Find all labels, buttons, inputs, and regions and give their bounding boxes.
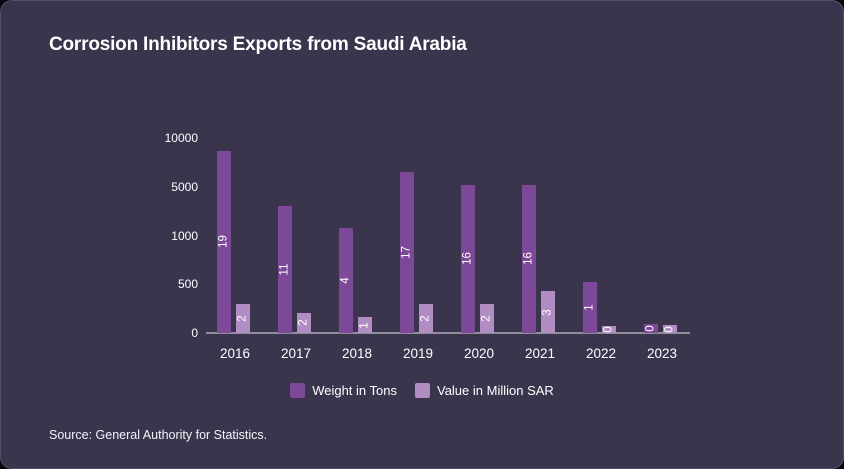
source-note: Source: General Authority for Statistics…: [49, 428, 268, 442]
value-bar-label-2018: 1: [357, 321, 370, 329]
y-tick-label-500: 500: [177, 277, 198, 292]
y-tick-label-10000: 10000: [164, 131, 198, 145]
weight-bar-2021: 16: [521, 184, 536, 333]
x-axis-line: [206, 332, 690, 334]
weight-bar-label-2017: 11: [277, 263, 290, 276]
legend-label-weight: Weight in Tons: [312, 383, 397, 398]
x-tick-label-2016: 2016: [219, 345, 251, 361]
weight-bar-2022: 1: [582, 282, 597, 333]
value-bar-2021: 3: [540, 291, 555, 333]
bar-group-2019: 17 2: [399, 123, 433, 333]
plot-area: 0 500 1000 5000 10000 2016 19 2 2017 11 2 2018 4 1 201…: [165, 123, 690, 360]
y-tick-label-5000: 5000: [171, 179, 198, 194]
value-bar-label-2017: 2: [296, 319, 309, 327]
weight-swatch-icon: [290, 383, 306, 398]
bar-group-2020: 16 2: [460, 123, 494, 333]
x-tick-label-2023: 2023: [646, 345, 678, 361]
weight-bar-2017: 11: [277, 206, 292, 333]
weight-bar-label-2019: 17: [399, 246, 412, 259]
value-bar-2017: 2: [296, 312, 311, 333]
weight-bar-label-2022: 1: [582, 304, 595, 311]
weight-bar-2018: 4: [338, 228, 353, 333]
value-bar-2019: 2: [418, 304, 433, 333]
legend-item-value: Value in Million SAR: [414, 383, 554, 398]
weight-bar-2016: 19: [216, 150, 231, 333]
legend-label-value: Value in Million SAR: [436, 383, 554, 398]
x-tick-label-2021: 2021: [524, 345, 556, 361]
value-bar-label-2023: 0: [662, 325, 675, 333]
weight-bar-label-2023: 0: [643, 325, 656, 332]
x-tick-label-2019: 2019: [402, 345, 434, 361]
x-tick-label-2017: 2017: [280, 345, 312, 361]
bar-group-2017: 11 2: [277, 123, 311, 333]
legend: Weight in Tons Value in Million SAR: [1, 383, 843, 398]
y-tick-label-0: 0: [191, 326, 198, 340]
bar-group-2016: 19 2: [216, 123, 250, 333]
value-bar-2016: 2: [235, 304, 250, 333]
weight-bar-label-2018: 4: [338, 277, 351, 284]
value-bar-2023: 0: [662, 325, 677, 333]
value-bar-label-2020: 2: [479, 315, 492, 322]
value-bar-2020: 2: [479, 304, 494, 333]
x-tick-label-2018: 2018: [341, 345, 373, 361]
value-bar-2022: 0: [601, 325, 616, 333]
weight-bar-label-2021: 16: [521, 252, 534, 266]
value-bar-label-2021: 3: [540, 308, 553, 316]
chart-title: Corrosion Inhibitors Exports from Saudi …: [49, 34, 467, 55]
value-bar-2018: 1: [357, 317, 372, 333]
x-tick-label-2022: 2022: [585, 345, 617, 361]
weight-bar-2023: 0: [643, 324, 658, 333]
legend-item-weight: Weight in Tons: [290, 383, 397, 398]
weight-bar-label-2016: 19: [216, 235, 229, 249]
bar-group-2021: 16 3: [521, 123, 555, 333]
weight-bar-2019: 17: [399, 172, 414, 333]
weight-bar-label-2020: 16: [460, 252, 473, 266]
weight-bar-2020: 16: [460, 184, 475, 333]
x-tick-label-2020: 2020: [463, 345, 495, 361]
value-bar-label-2019: 2: [418, 315, 431, 322]
value-bar-label-2022: 0: [601, 326, 614, 333]
y-tick-label-1000: 1000: [171, 228, 198, 243]
value-swatch-icon: [414, 383, 430, 398]
value-bar-label-2016: 2: [235, 315, 248, 322]
